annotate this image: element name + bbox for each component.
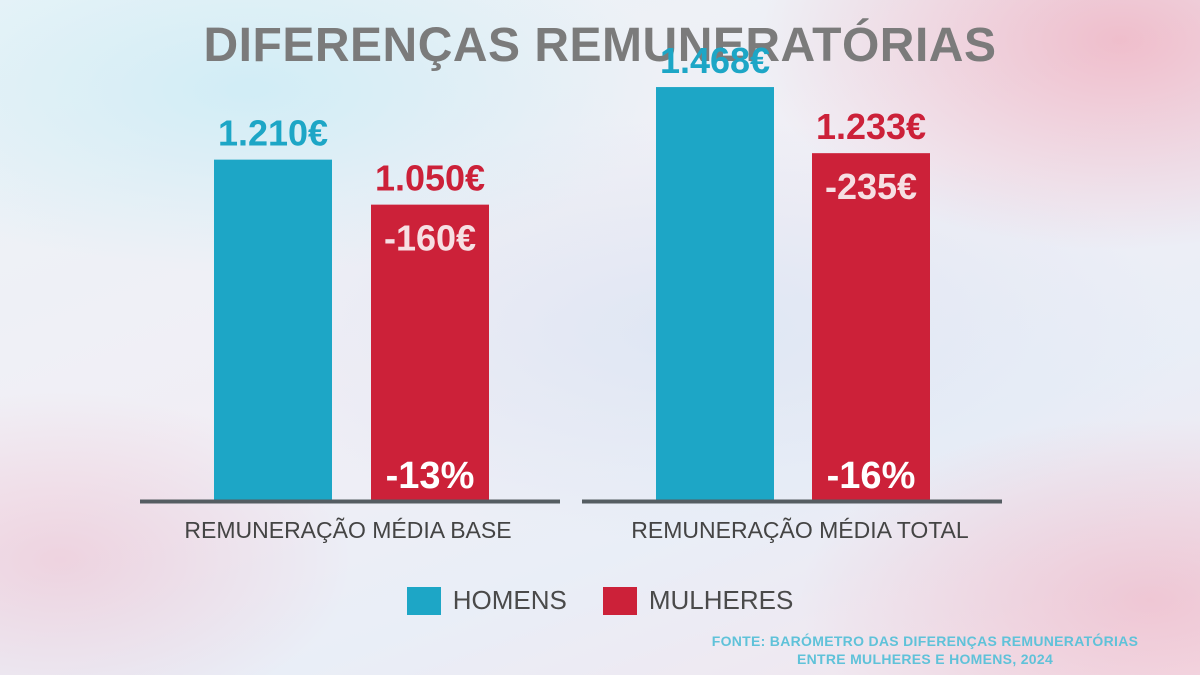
data-label-mulheres-2: 1.233€ bbox=[816, 106, 926, 147]
chart-title: DIFERENÇAS REMUNERATÓRIAS bbox=[203, 19, 997, 72]
bar-homens-2 bbox=[656, 87, 774, 501]
difference-label-1: -160€ bbox=[384, 218, 476, 259]
bar-mulheres-2 bbox=[812, 153, 930, 500]
legend-label-mulheres: MULHERES bbox=[648, 585, 794, 615]
percent-label-1: -13% bbox=[386, 455, 475, 497]
bar-homens-1 bbox=[214, 159, 332, 500]
data-label-homens-1: 1.210€ bbox=[218, 113, 328, 154]
legend-label-homens: HOMENS bbox=[452, 585, 567, 615]
source-line-2: ENTRE MULHERES E HOMENS, 2024 bbox=[796, 651, 1054, 667]
source-line-1: FONTE: BARÓMETRO DAS DIFERENÇAS REMUNERA… bbox=[711, 633, 1139, 649]
source-note: FONTE: BARÓMETRO DAS DIFERENÇAS REMUNERA… bbox=[690, 632, 1160, 668]
percent-label-2: -16% bbox=[827, 455, 916, 497]
data-label-mulheres-1: 1.050€ bbox=[375, 158, 485, 199]
data-label-homens-2: 1.468€ bbox=[660, 40, 770, 81]
legend-item-mulheres: MULHERES bbox=[602, 585, 794, 616]
bar-mulheres-1 bbox=[371, 204, 489, 501]
category-label-2: REMUNERAÇÃO MÉDIA TOTAL bbox=[631, 517, 969, 543]
legend: HOMENS MULHERES bbox=[0, 585, 1200, 616]
legend-swatch-homens bbox=[406, 586, 441, 615]
category-label-1: REMUNERAÇÃO MÉDIA BASE bbox=[184, 517, 511, 543]
legend-swatch-mulheres bbox=[602, 586, 637, 615]
legend-item-homens: HOMENS bbox=[406, 585, 567, 616]
difference-label-2: -235€ bbox=[825, 166, 917, 207]
